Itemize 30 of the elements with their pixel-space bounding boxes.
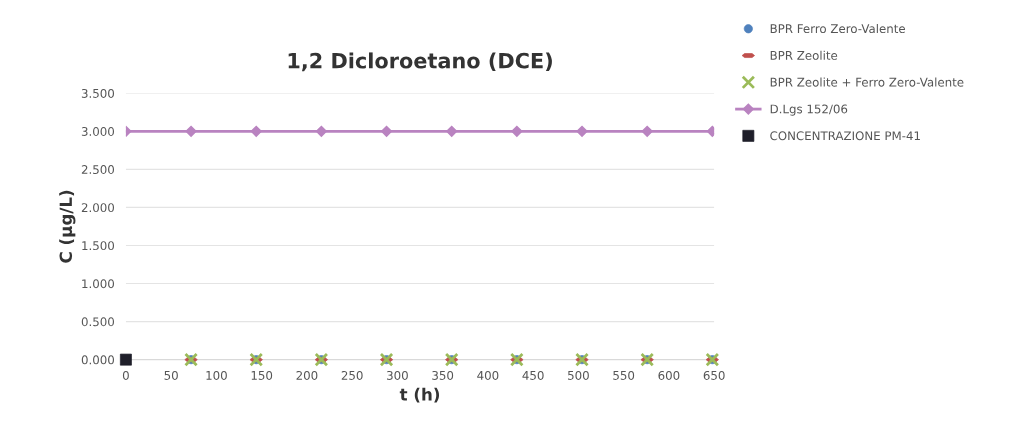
x-tick-label: 450 bbox=[522, 370, 544, 380]
x-tick-label: 550 bbox=[613, 370, 635, 380]
x-tick-label: 0 bbox=[122, 370, 129, 380]
y-axis-title: C (µg/L) bbox=[59, 190, 76, 263]
x-tick-label: 50 bbox=[164, 370, 178, 380]
x-tick-label: 300 bbox=[387, 370, 408, 380]
legend-label: CONCENTRAZIONE PM-41 bbox=[770, 131, 920, 141]
y-tick-label: 3.500 bbox=[81, 88, 115, 98]
legend-label: D.Lgs 152/06 bbox=[770, 104, 848, 116]
y-tick-label: 0.500 bbox=[81, 317, 115, 327]
x-tick-label: 350 bbox=[432, 370, 454, 380]
x-tick-label: 250 bbox=[341, 370, 363, 380]
x-tick-label: 500 bbox=[568, 370, 589, 380]
x-tick-label: 150 bbox=[251, 370, 273, 380]
x-axis-title: t (h) bbox=[399, 387, 440, 403]
y-tick-label: 1.500 bbox=[82, 241, 115, 251]
chart-title: 1,2 Dicloroetano (DCE) bbox=[288, 52, 552, 72]
legend-label: BPR Zeolite bbox=[770, 50, 838, 60]
x-tick-label: 200 bbox=[296, 370, 318, 380]
y-tick-label: 0.000 bbox=[81, 355, 115, 365]
y-tick-label: 1.000 bbox=[82, 279, 115, 289]
x-tick-label: 650 bbox=[703, 370, 725, 380]
legend-label: BPR Ferro Zero-Valente bbox=[770, 23, 906, 34]
y-tick-label: 3.000 bbox=[81, 127, 115, 136]
x-tick-label: 600 bbox=[658, 370, 680, 380]
legend-label: BPR Zeolite + Ferro Zero-Valente bbox=[770, 77, 964, 87]
x-tick-label: 400 bbox=[477, 370, 499, 380]
x-tick-label: 100 bbox=[206, 370, 227, 380]
y-tick-label: 2.000 bbox=[81, 203, 115, 213]
y-tick-label: 2.500 bbox=[81, 165, 115, 175]
